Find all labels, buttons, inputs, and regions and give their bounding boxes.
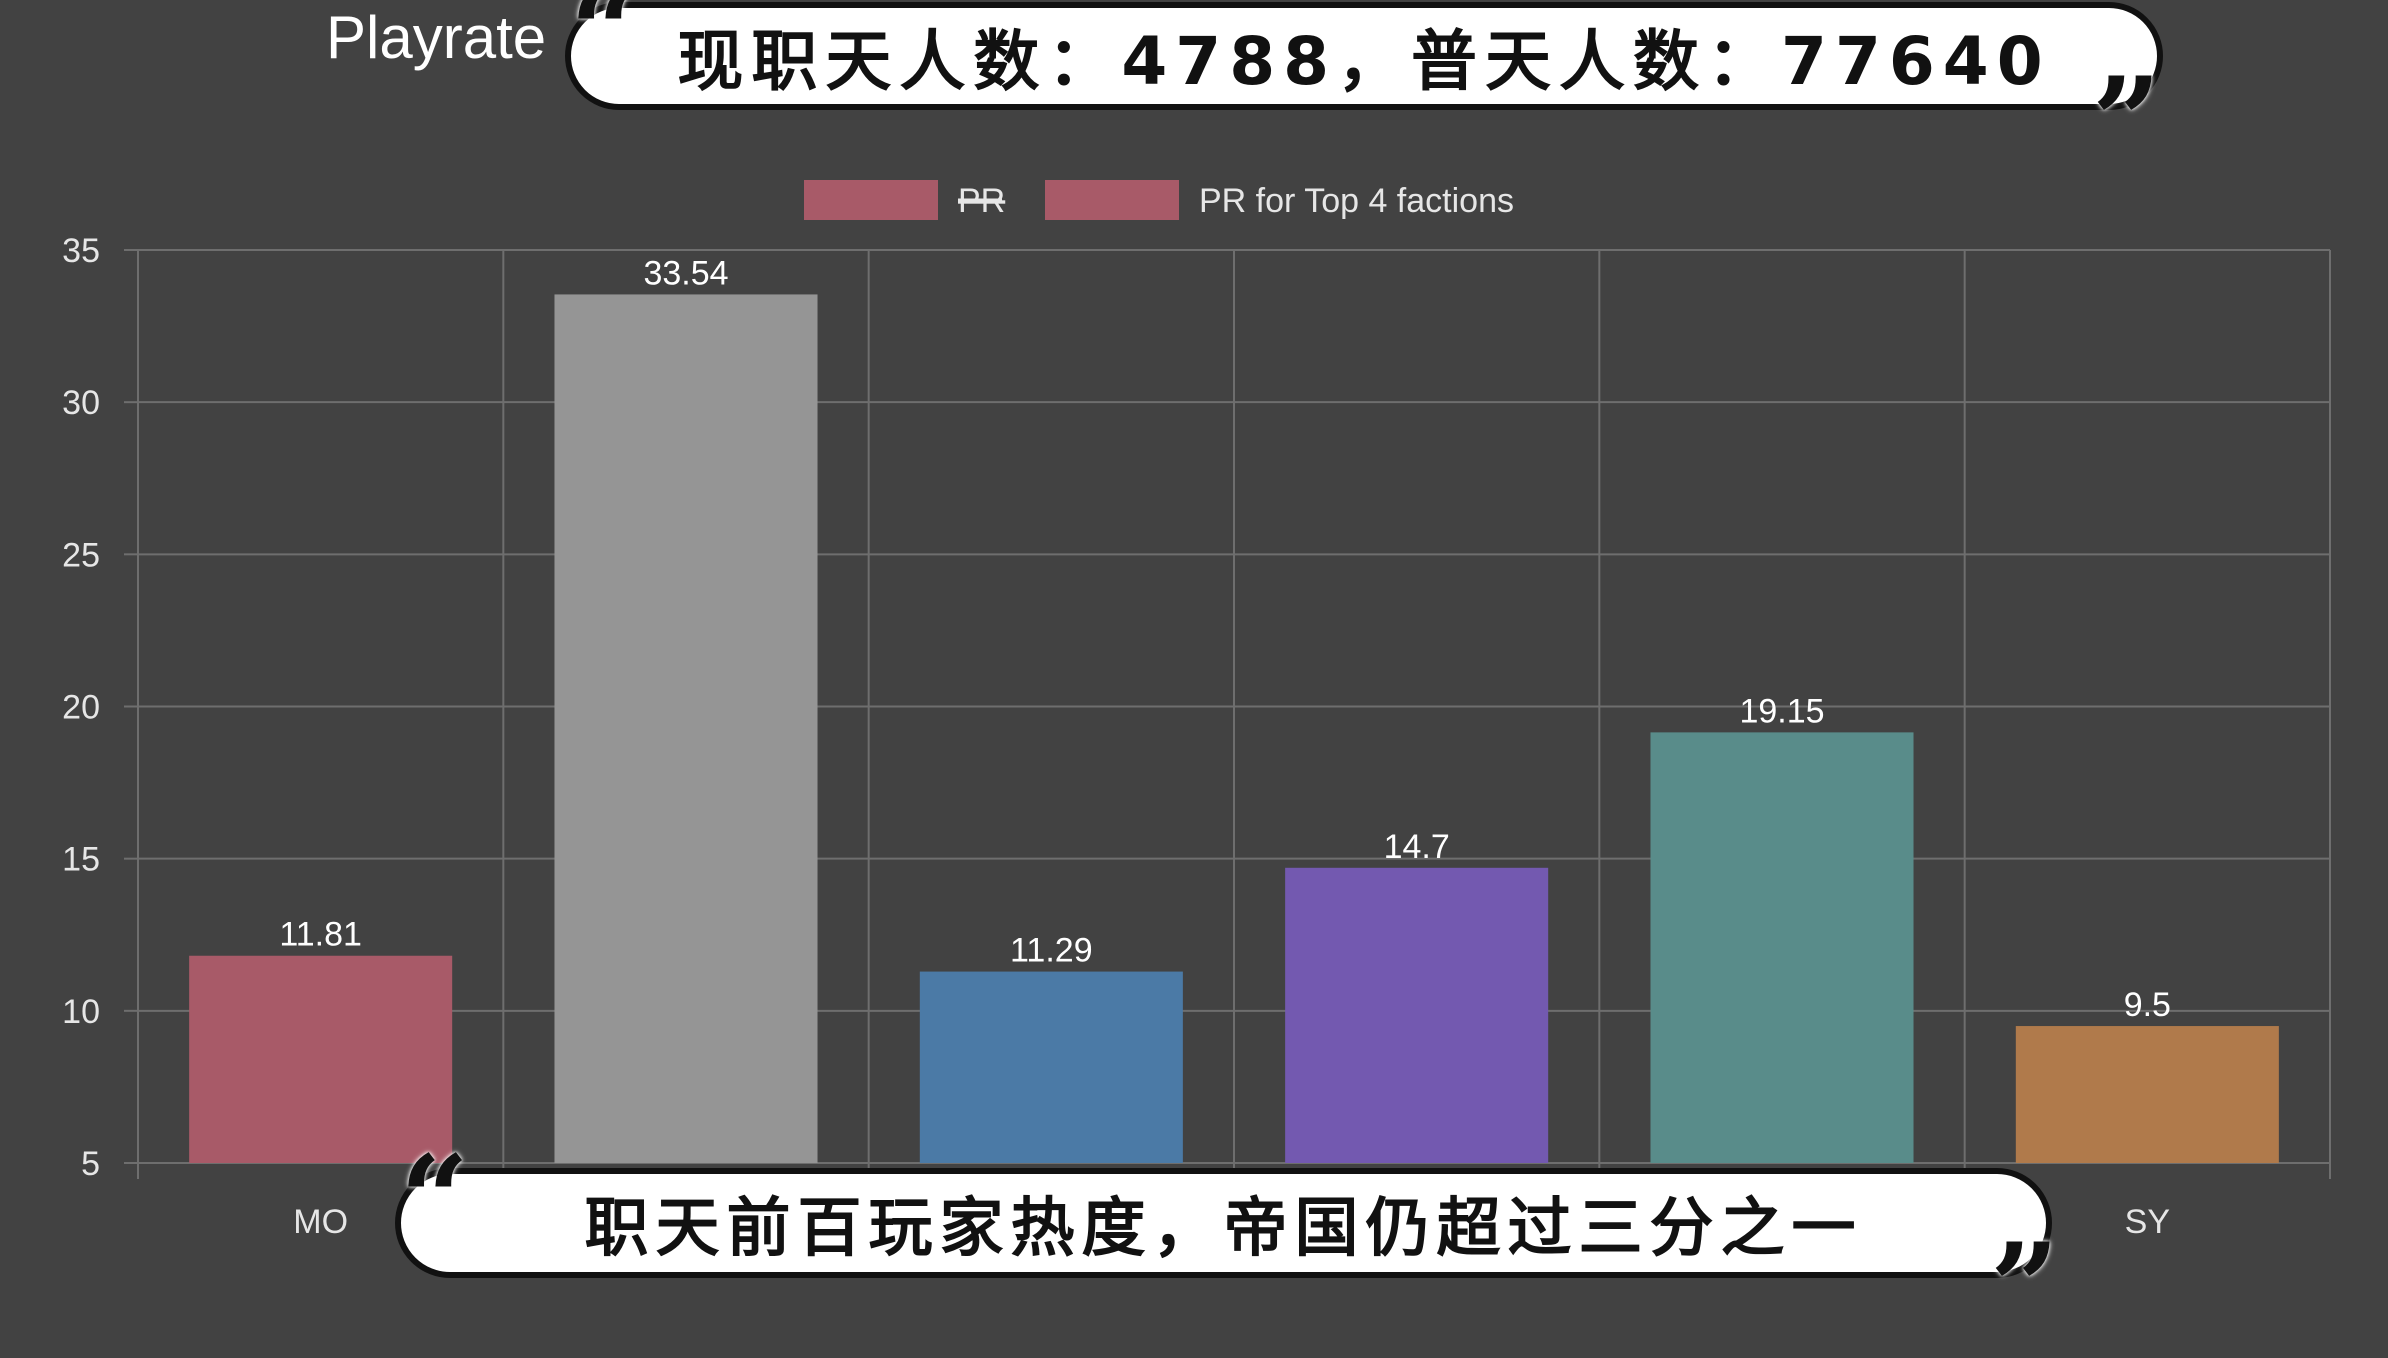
y-axis-ticks: 5 10 15 20 25 30 35 — [62, 232, 138, 1183]
caption-top-banner: 现职天人数：4788，普天人数：77640 — [565, 2, 2163, 110]
close-quote-mark: ” — [2092, 51, 2162, 192]
data-label: 19.15 — [1739, 692, 1824, 730]
y-tick-label: 30 — [62, 384, 100, 422]
bar-1[interactable] — [189, 955, 453, 1163]
y-tick-label: 20 — [62, 689, 100, 727]
y-tick-label: 5 — [81, 1145, 100, 1183]
chart-title: Playrate — [326, 4, 546, 71]
data-label: 33.54 — [643, 254, 728, 292]
bar-5[interactable] — [1650, 732, 1914, 1163]
close-quote-mark: ” — [1990, 1217, 2060, 1358]
bar-4[interactable] — [1285, 867, 1549, 1163]
y-tick-label: 35 — [62, 232, 100, 270]
data-label: 9.5 — [2124, 986, 2171, 1024]
bar-6[interactable] — [2015, 1026, 2279, 1163]
data-label: 14.7 — [1384, 828, 1450, 866]
chart-grid — [137, 249, 2331, 1179]
bar-3[interactable] — [919, 971, 1183, 1163]
x-axis-ticks: MO SY — [293, 1203, 2170, 1241]
playrate-chart: Playrate PR PR for Top 4 factions 5 10 15 20… — [62, 4, 2331, 1241]
legend-swatch[interactable] — [804, 180, 938, 220]
data-label: 11.81 — [279, 916, 362, 954]
y-tick-label: 25 — [62, 536, 100, 574]
y-tick-label: 10 — [62, 993, 100, 1031]
bar-series[interactable] — [189, 294, 2279, 1163]
data-label: 11.29 — [1010, 932, 1093, 970]
legend-label[interactable]: PR for Top 4 factions — [1199, 182, 1514, 220]
y-tick-label: 15 — [62, 841, 100, 879]
x-tick-label: MO — [293, 1203, 348, 1241]
legend-swatch[interactable] — [1045, 180, 1179, 220]
open-quote-mark: “ — [570, 0, 640, 102]
open-quote-mark: “ — [400, 1129, 470, 1270]
chart-legend[interactable]: PR PR for Top 4 factions — [804, 180, 1514, 220]
caption-bottom-banner: 职天前百玩家热度，帝国仍超过三分之一 — [395, 1168, 2052, 1278]
data-labels: 11.81 33.54 11.29 14.7 19.15 9.5 — [279, 254, 2171, 1024]
bar-2[interactable] — [554, 294, 818, 1163]
x-tick-label: SY — [2125, 1203, 2170, 1241]
